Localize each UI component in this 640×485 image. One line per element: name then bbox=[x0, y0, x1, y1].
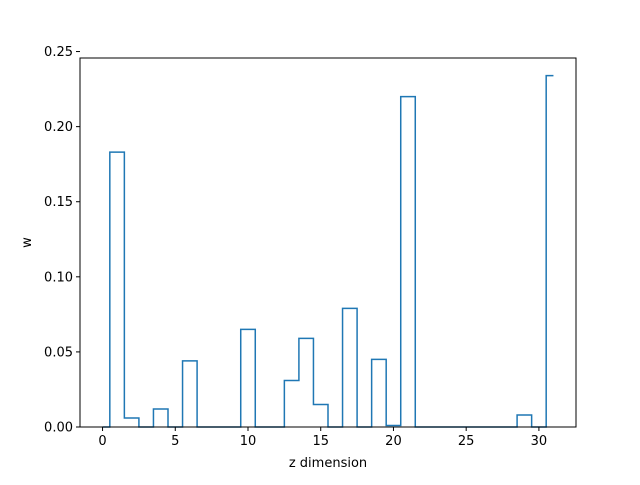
y-tick-label: 0.05 bbox=[44, 345, 73, 360]
x-tick-label: 15 bbox=[312, 434, 329, 449]
x-tick-label: 0 bbox=[98, 434, 106, 449]
y-tick-label: 0.20 bbox=[44, 120, 73, 135]
x-tick-label: 10 bbox=[240, 434, 257, 449]
x-ticks: 0 5 10 15 20 25 30 bbox=[98, 427, 547, 449]
x-axis-label: z dimension bbox=[289, 456, 367, 471]
x-tick-label: 20 bbox=[385, 434, 402, 449]
plot-frame bbox=[79, 57, 577, 428]
y-axis-label: w bbox=[20, 237, 35, 248]
plot-background bbox=[80, 58, 576, 427]
x-tick-label: 25 bbox=[458, 434, 475, 449]
y-ticks: 0.00 0.05 0.10 0.15 0.20 0.25 bbox=[44, 45, 80, 436]
y-tick-label: 0.15 bbox=[44, 195, 73, 210]
y-tick-label: 0.00 bbox=[44, 421, 73, 436]
y-tick-label: 0.25 bbox=[44, 45, 73, 60]
x-tick-label: 5 bbox=[171, 434, 179, 449]
x-tick-label: 30 bbox=[531, 434, 548, 449]
y-tick-label: 0.10 bbox=[44, 270, 73, 285]
